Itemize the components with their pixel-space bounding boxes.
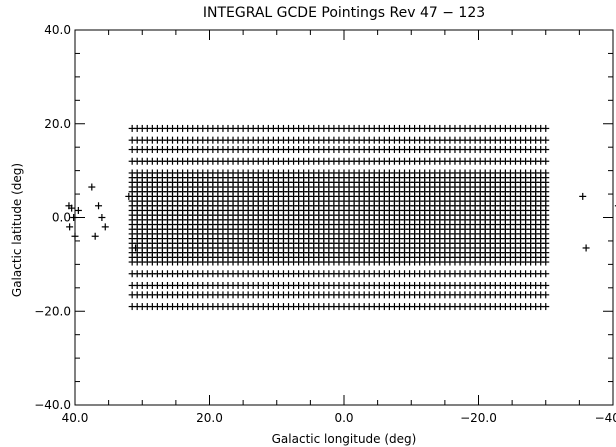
y-tick-label: 0.0: [52, 211, 71, 225]
x-tick-label: 0.0: [334, 411, 353, 425]
data-point: [542, 303, 550, 311]
data-point: [542, 136, 550, 144]
data-point: [91, 232, 99, 240]
data-point: [542, 146, 550, 154]
y-tick-label: 20.0: [44, 117, 71, 131]
x-tick-label: −40.0: [595, 411, 616, 425]
data-point: [68, 204, 76, 212]
x-axis-label: Galactic longitude (deg): [272, 432, 417, 446]
data-point: [71, 232, 79, 240]
data-point: [542, 291, 550, 299]
x-tick-label: 20.0: [196, 411, 223, 425]
data-point: [101, 223, 109, 231]
data-point: [132, 244, 140, 252]
data-point: [98, 214, 106, 221]
data-point: [542, 124, 550, 132]
data-point: [88, 183, 96, 191]
data-point: [125, 192, 133, 200]
data-point: [542, 157, 550, 165]
data-point: [95, 202, 103, 210]
data-point: [542, 258, 550, 266]
x-tick-label: −20.0: [460, 411, 497, 425]
data-point: [66, 223, 74, 231]
y-axis-label: Galactic latitude (deg): [10, 163, 24, 297]
data-point: [579, 192, 587, 200]
data-point: [582, 244, 590, 252]
y-tick-label: −40.0: [34, 398, 71, 412]
data-point: [542, 281, 550, 289]
data-point: [542, 270, 550, 278]
y-tick-label: −20.0: [34, 304, 71, 318]
chart-title: INTEGRAL GCDE Pointings Rev 47 − 123: [203, 5, 485, 21]
x-tick-label: 40.0: [62, 411, 89, 425]
data-point: [70, 214, 78, 221]
data-point: [74, 206, 82, 214]
y-tick-label: 40.0: [44, 23, 71, 37]
